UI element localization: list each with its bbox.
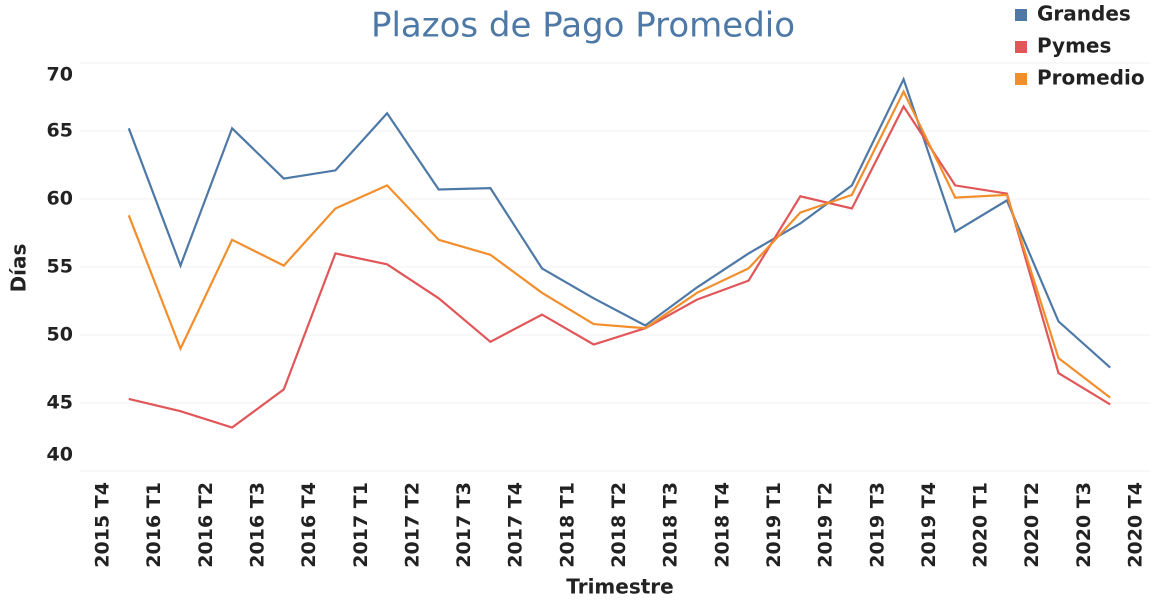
y-axis-label: Días [7,244,31,293]
x-tick-label: 2020 T3 [1073,482,1095,568]
x-tick-label: 2017 T3 [453,482,475,568]
x-tick-label: 2015 T4 [92,482,114,568]
x-axis-label: Trimestre [566,575,673,599]
legend-swatch [1015,41,1027,53]
y-tick-label: 50 [47,324,73,346]
y-tick-label: 55 [47,256,73,278]
series-line [127,76,1111,369]
y-tick-label: 60 [47,188,73,210]
x-tick-label: 2016 T2 [195,482,217,568]
x-tick-label: 2017 T4 [505,482,527,568]
x-tick-label: 2020 T2 [1021,482,1043,568]
x-tick-label: 2020 T4 [1125,482,1147,568]
y-tick-label: 70 [47,64,73,86]
x-tick-label: 2018 T2 [608,482,630,568]
y-tick-label: 45 [47,392,73,414]
legend-label: Pymes [1037,34,1111,58]
legend-label: Grandes [1037,2,1131,26]
x-tick-label: 2020 T1 [970,482,992,568]
series-line [127,89,1111,399]
x-tick-label: 2019 T1 [763,482,785,568]
x-tick-label: 2018 T4 [711,482,733,568]
x-tick-label: 2016 T4 [298,482,320,568]
chart-title: Plazos de Pago Promedio [371,6,795,46]
x-tick-label: 2018 T1 [556,482,578,568]
x-tick-label: 2019 T2 [815,482,837,568]
x-tick-label: 2017 T2 [401,482,423,568]
y-tick-label: 65 [47,120,73,142]
x-tick-label: 2016 T1 [143,482,165,568]
x-tick-label: 2019 T4 [918,482,940,568]
x-tick-label: 2019 T3 [866,482,888,568]
legend-swatch [1015,73,1027,85]
legend-swatch [1015,9,1027,21]
legend-label: Promedio [1037,66,1145,90]
y-tick-label: 40 [47,444,73,466]
x-tick-label: 2018 T3 [660,482,682,568]
series-line [128,104,1111,429]
x-tick-label: 2016 T3 [246,482,268,568]
x-tick-label: 2017 T1 [350,482,372,568]
